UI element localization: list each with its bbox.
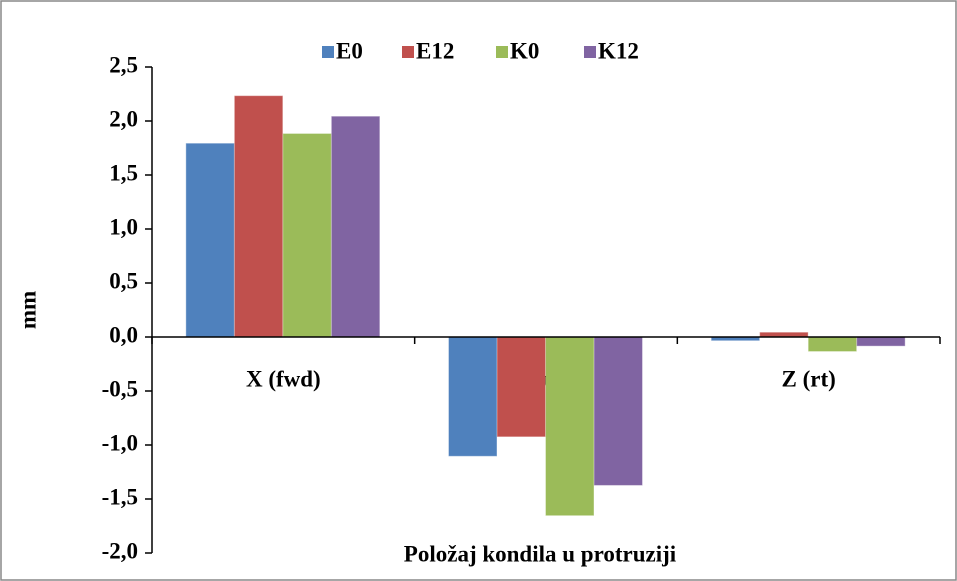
bar [545, 336, 594, 516]
legend-label: K0 [510, 38, 539, 63]
bar [808, 336, 857, 352]
y-tick-label: -1,5 [102, 484, 138, 509]
y-tick-label: 2,0 [109, 106, 138, 131]
x-tick-label: Z (rt) [782, 366, 836, 391]
legend-label: E12 [416, 38, 454, 63]
bar [331, 116, 380, 338]
bar [448, 336, 497, 457]
legend-swatch [584, 46, 596, 58]
x-tick-label: X (fwd) [246, 366, 321, 391]
legend-label: K12 [598, 38, 639, 63]
y-tick-label: -0,5 [102, 376, 138, 401]
y-axis-title: mm [15, 291, 40, 329]
y-tick-label: 1,0 [109, 214, 138, 239]
y-tick-label: -2,0 [102, 538, 138, 563]
legend-label: E0 [336, 38, 363, 63]
bar [497, 336, 546, 437]
y-tick-label: -1,0 [102, 430, 138, 455]
legend-swatch [496, 46, 508, 58]
y-tick-label: 0,5 [109, 268, 138, 293]
x-axis-title: Položaj kondila u protruziji [404, 541, 677, 566]
legend-swatch [322, 46, 334, 58]
bar [282, 133, 332, 338]
bar [594, 336, 643, 486]
bar [234, 95, 283, 338]
bar [856, 336, 906, 347]
bar [185, 143, 235, 338]
y-tick-label: 1,5 [109, 160, 138, 185]
y-tick-label: 0,0 [109, 322, 138, 347]
y-tick-label: 2,5 [109, 52, 138, 77]
legend-swatch [402, 46, 414, 58]
